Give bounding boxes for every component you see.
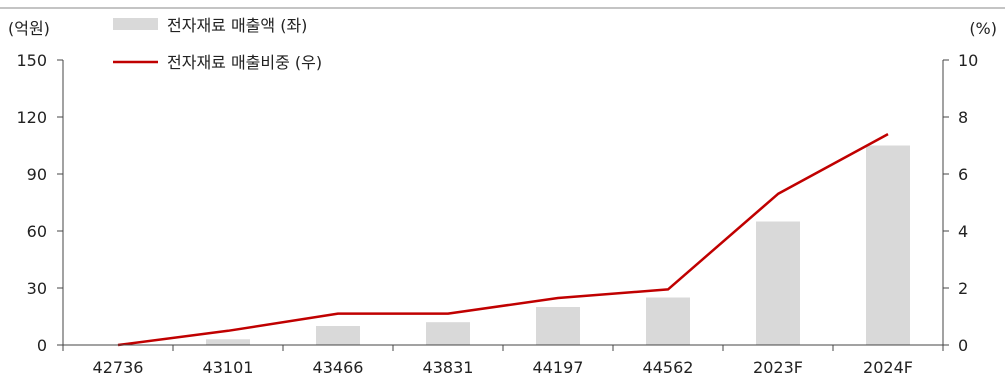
line-series xyxy=(117,133,889,347)
right-axis-unit: (%) xyxy=(969,19,997,38)
x-tick-label-7: 2024F xyxy=(863,358,913,377)
bars xyxy=(206,145,910,345)
x-tick-label-5: 44562 xyxy=(643,358,694,377)
right-tick-label-5: 10 xyxy=(958,51,978,70)
x-tick-label-2: 43466 xyxy=(313,358,364,377)
x-tick-label-1: 43101 xyxy=(203,358,254,377)
bar-4 xyxy=(536,307,580,345)
right-tick-label-1: 2 xyxy=(958,279,968,298)
right-tick-label-3: 6 xyxy=(958,165,968,184)
legend-line-label: 전자재료 매출비중 (우) xyxy=(167,53,322,72)
bar-5 xyxy=(646,297,690,345)
left-tick-label-5: 150 xyxy=(16,51,47,70)
right-tick-label-0: 0 xyxy=(958,336,968,355)
bar-3 xyxy=(426,322,470,345)
legend-bar-label: 전자재료 매출액 (좌) xyxy=(167,16,307,35)
right-tick-label-2: 4 xyxy=(958,222,968,241)
axes: 0 30 60 90 120 150 0 2 4 6 8 10 42736 43101 43466 43831… xyxy=(16,51,978,377)
bar-2 xyxy=(316,326,360,345)
legend: 전자재료 매출액 (좌) 전자재료 매출비중 (우) xyxy=(113,16,322,72)
x-tick-label-0: 42736 xyxy=(93,358,144,377)
left-tick-label-1: 30 xyxy=(27,279,47,298)
left-axis-unit: (억원) xyxy=(8,19,50,38)
bar-6 xyxy=(756,221,800,345)
right-tick-label-4: 8 xyxy=(958,108,968,127)
bar-7 xyxy=(866,145,910,345)
left-tick-label-3: 90 xyxy=(27,165,47,184)
left-tick-label-0: 0 xyxy=(37,336,47,355)
x-tick-label-3: 43831 xyxy=(423,358,474,377)
legend-bar-swatch xyxy=(113,18,158,30)
left-tick-label-2: 60 xyxy=(27,222,47,241)
x-tick-label-6: 2023F xyxy=(753,358,803,377)
left-tick-label-4: 120 xyxy=(16,108,47,127)
x-tick-label-4: 44197 xyxy=(533,358,584,377)
line-share xyxy=(117,133,889,347)
bar-1 xyxy=(206,339,250,345)
